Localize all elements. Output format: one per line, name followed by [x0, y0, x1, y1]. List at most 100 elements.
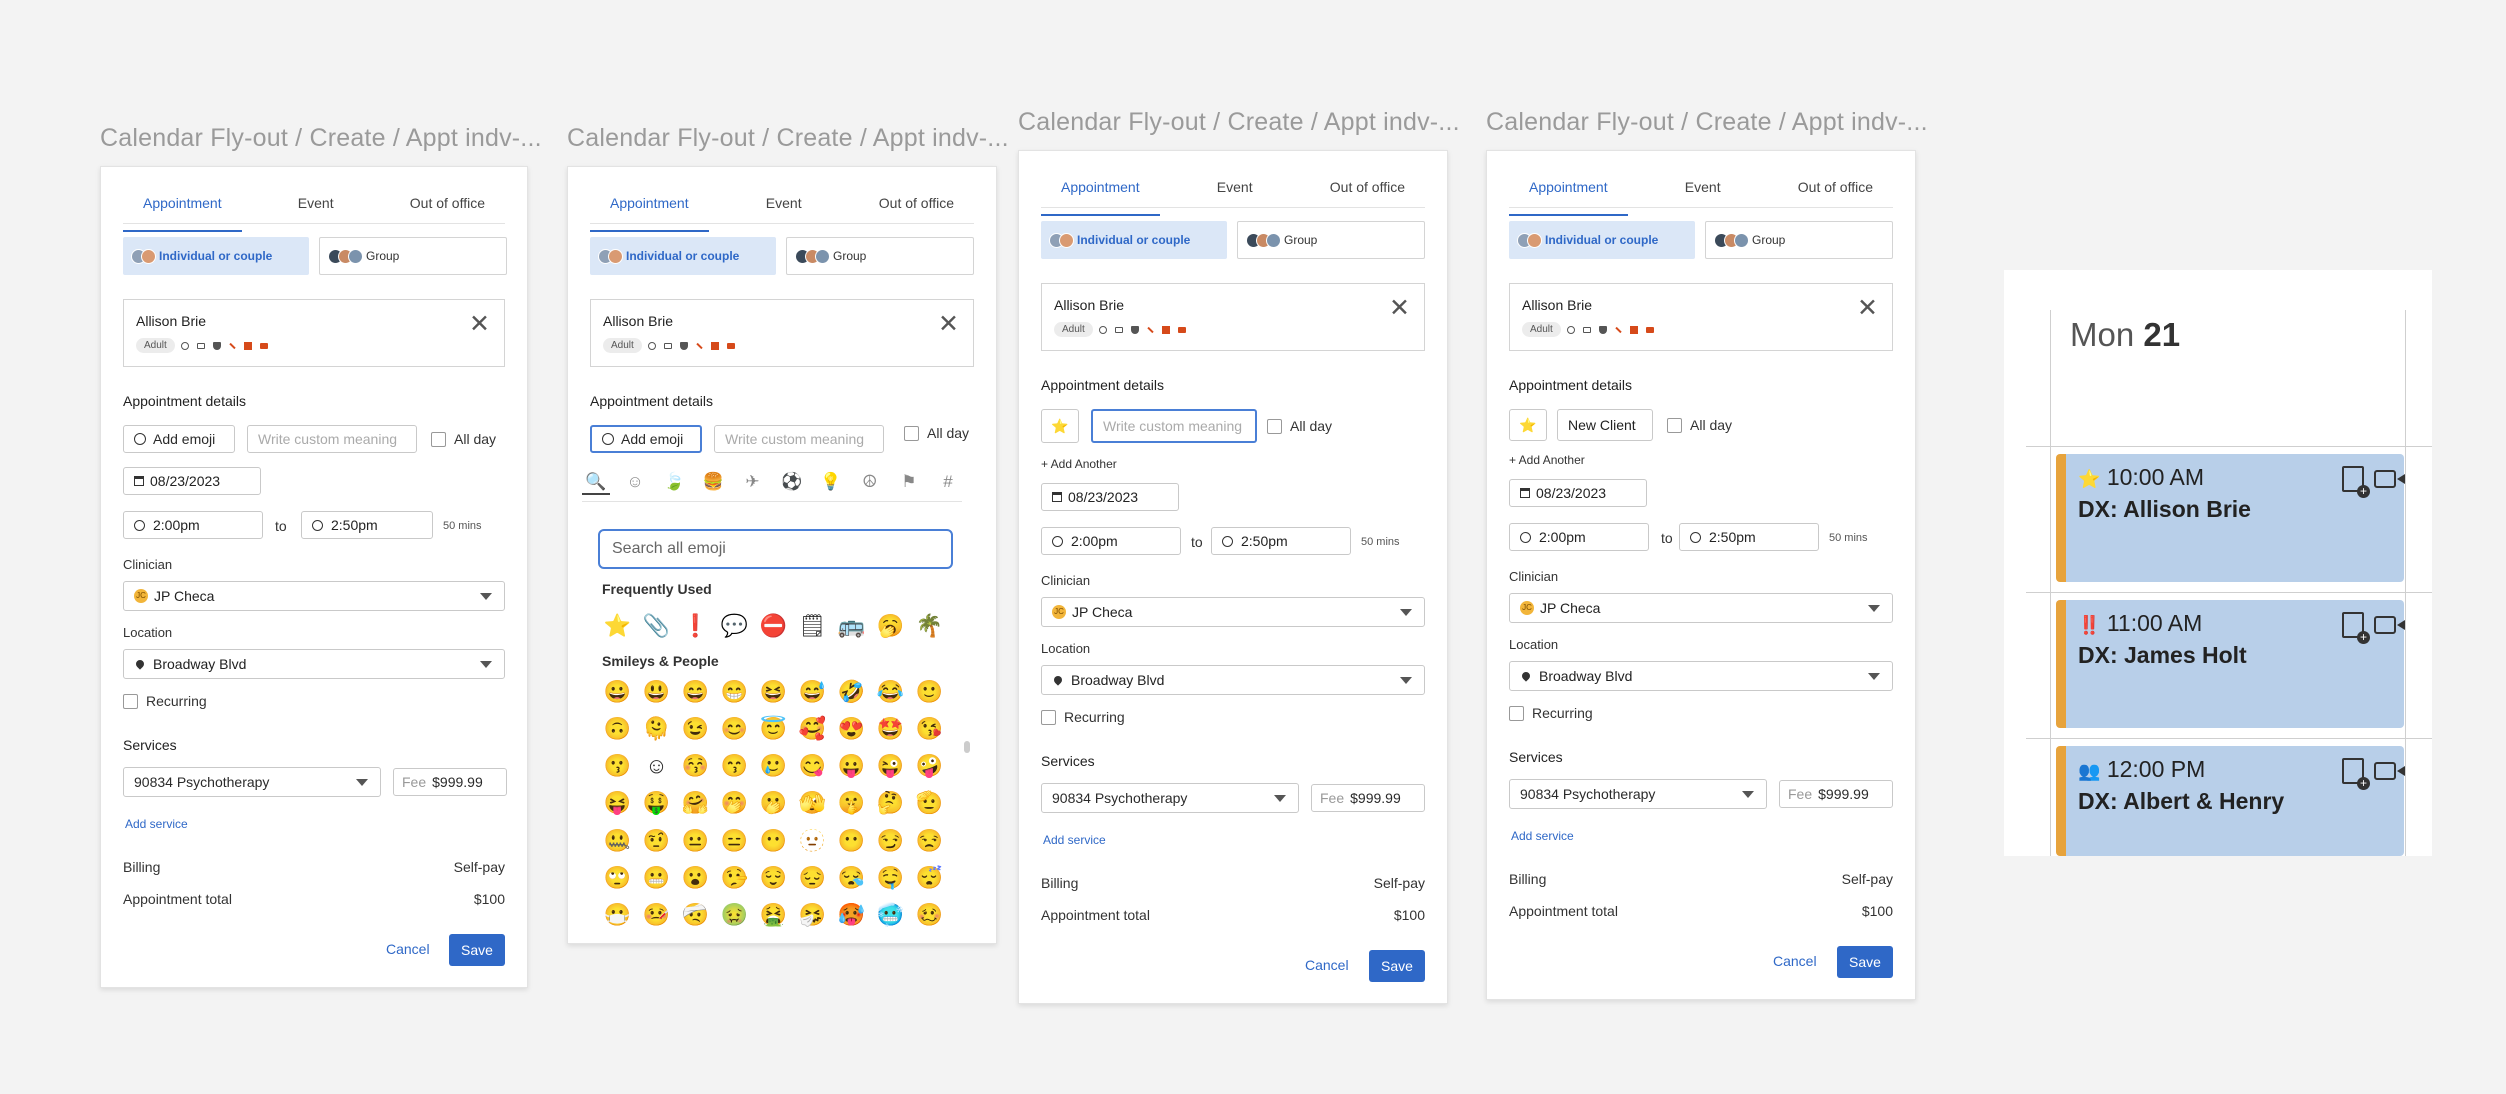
tab-appointment[interactable]: Appointment [590, 191, 709, 232]
emoji-option[interactable]: 😶 [837, 827, 866, 853]
all-day-checkbox[interactable]: All day [904, 425, 969, 441]
emoji-option[interactable]: 😃 [642, 679, 671, 704]
emoji-option[interactable]: 🙃 [603, 716, 632, 742]
tab-out-of-office[interactable]: Out of office [878, 195, 954, 211]
emoji-option[interactable]: 😮 [681, 864, 710, 890]
emoji-option[interactable]: 🤮 [759, 901, 788, 927]
video-icon[interactable] [2374, 762, 2405, 780]
emoji-option[interactable]: 😜 [876, 753, 905, 779]
emoji-option[interactable]: 💬 [720, 613, 749, 638]
emoji-option[interactable]: 😶 [759, 827, 788, 853]
emoji-option[interactable]: 😍 [837, 716, 866, 742]
add-note-icon[interactable] [2342, 466, 2370, 498]
emoji-option[interactable]: 🤧 [798, 901, 827, 927]
all-day-checkbox[interactable]: All day [1667, 417, 1732, 433]
appointment-event[interactable]: 👥 12:00 PM DX: Albert & Henry [2056, 746, 2405, 856]
tab-out-of-office[interactable]: Out of office [409, 195, 485, 211]
close-icon[interactable]: ✕ [938, 310, 959, 338]
star-emoji-button[interactable]: ⭐ [1509, 409, 1547, 441]
save-button[interactable]: Save [1369, 950, 1425, 982]
close-icon[interactable]: ✕ [469, 310, 490, 338]
emoji-option[interactable]: 🤗 [681, 790, 710, 816]
location-select[interactable]: Broadway Blvd [1509, 661, 1893, 691]
emoji-option[interactable]: 🤕 [681, 901, 710, 927]
emoji-option[interactable]: 🌴 [915, 613, 944, 638]
emoji-option[interactable]: 😅 [798, 679, 827, 704]
emoji-option[interactable]: 🫢 [759, 790, 788, 816]
group-button[interactable]: Group [319, 237, 507, 275]
star-emoji-button[interactable]: ⭐ [1041, 409, 1079, 443]
appointment-event[interactable]: ‼️ 11:00 AM DX: James Holt [2056, 600, 2405, 728]
symbols-category-icon[interactable]: ☮ [862, 472, 878, 491]
add-note-icon[interactable] [2342, 758, 2370, 790]
emoji-option[interactable]: 😀 [603, 679, 632, 704]
activity-category-icon[interactable]: ⚽ [780, 472, 803, 491]
save-button[interactable]: Save [449, 934, 505, 966]
emoji-option[interactable]: 😌 [759, 864, 788, 890]
emoji-option[interactable]: 😑 [720, 827, 749, 853]
close-icon[interactable]: ✕ [1389, 294, 1410, 322]
emoji-option[interactable]: 😷 [603, 901, 632, 927]
service-select[interactable]: 90834 Psychotherapy [123, 767, 381, 797]
recurring-checkbox[interactable]: Recurring [1509, 705, 1593, 721]
custom-meaning-input[interactable]: Write custom meaning [714, 425, 884, 453]
add-service-link[interactable]: Add service [1511, 829, 1574, 843]
start-time-field[interactable]: 2:00pm [123, 511, 263, 539]
emoji-option[interactable]: 😇 [759, 716, 788, 742]
tab-appointment[interactable]: Appointment [1041, 175, 1160, 216]
emoji-option[interactable]: 🤭 [720, 790, 749, 816]
emoji-option[interactable]: 🤢 [720, 901, 749, 927]
end-time-field[interactable]: 2:50pm [301, 511, 433, 539]
emoji-option[interactable]: 😊 [720, 716, 749, 742]
smileys-category-icon[interactable]: ☺ [626, 472, 644, 491]
emoji-option[interactable]: 😙 [720, 753, 749, 779]
emoji-option[interactable]: 😏 [876, 827, 905, 853]
emoji-option[interactable]: 🤔 [876, 790, 905, 816]
emoji-option[interactable]: 🚌 [837, 613, 866, 638]
emoji-option[interactable]: 😐 [681, 827, 710, 853]
video-icon[interactable] [2374, 470, 2405, 488]
start-time-field[interactable]: 2:00pm [1041, 527, 1181, 555]
location-select[interactable]: Broadway Blvd [123, 649, 505, 679]
emoji-option[interactable]: ❗ [681, 613, 710, 638]
add-another-link[interactable]: + Add Another [1509, 453, 1585, 467]
emoji-option[interactable]: 🤑 [642, 790, 671, 816]
emoji-option[interactable]: 🤐 [603, 827, 632, 853]
individual-or-couple-button[interactable]: Individual or couple [123, 237, 309, 275]
tab-appointment[interactable]: Appointment [123, 191, 242, 232]
emoji-option[interactable]: 🤪 [915, 753, 944, 779]
tab-event[interactable]: Event [765, 195, 802, 211]
custom-meaning-input[interactable]: Write custom meaning [1091, 409, 1257, 443]
tab-out-of-office[interactable]: Out of office [1329, 179, 1405, 195]
emoji-option[interactable]: 🥰 [798, 716, 827, 742]
emoji-option[interactable]: 🫣 [798, 790, 827, 816]
emoji-option[interactable]: 😉 [681, 716, 710, 742]
emoji-option[interactable]: 🤤 [876, 864, 905, 890]
emoji-option[interactable]: ☺ [645, 753, 668, 779]
clinician-select[interactable]: JC JP Checa [123, 581, 505, 611]
emoji-option[interactable]: 😬 [642, 864, 671, 890]
cancel-button[interactable]: Cancel [1305, 957, 1349, 973]
tab-event[interactable]: Event [1684, 179, 1721, 195]
cancel-button[interactable]: Cancel [386, 941, 430, 957]
tab-event[interactable]: Event [1216, 179, 1253, 195]
tab-out-of-office[interactable]: Out of office [1797, 179, 1873, 195]
emoji-option[interactable]: 📎 [642, 613, 671, 638]
travel-category-icon[interactable]: ✈ [745, 472, 760, 491]
close-icon[interactable]: ✕ [1857, 294, 1878, 322]
custom-meaning-value[interactable]: New Client [1557, 409, 1653, 441]
date-field[interactable]: 08/23/2023 [1041, 483, 1179, 511]
emoji-option[interactable]: 😪 [837, 864, 866, 890]
emoji-option[interactable]: ⛔ [759, 613, 788, 638]
clinician-select[interactable]: JC JP Checa [1041, 597, 1425, 627]
emoji-option[interactable]: 🤨 [642, 827, 671, 853]
group-button[interactable]: Group [1705, 221, 1893, 259]
emoji-option[interactable]: 🫥 [798, 827, 827, 853]
custom-category-icon[interactable]: # [943, 472, 953, 491]
flags-category-icon[interactable]: ⚑ [901, 472, 917, 491]
save-button[interactable]: Save [1837, 946, 1893, 978]
all-day-checkbox[interactable]: All day [1267, 418, 1332, 434]
fee-field[interactable]: Fee $999.99 [1311, 784, 1425, 812]
start-time-field[interactable]: 2:00pm [1509, 523, 1649, 551]
add-service-link[interactable]: Add service [1043, 833, 1106, 847]
